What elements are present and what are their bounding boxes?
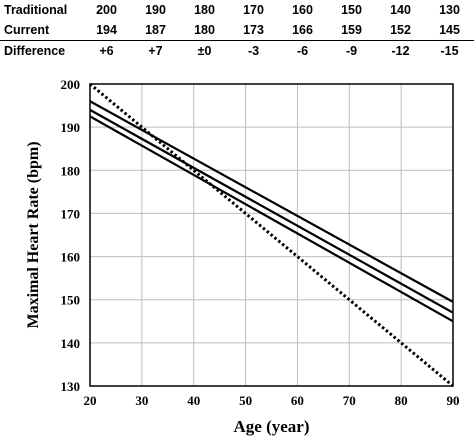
x-tick-label: 30 — [135, 393, 148, 408]
series-lines — [89, 82, 454, 388]
row-label: Traditional — [4, 3, 68, 17]
table-cell: 130 — [439, 3, 460, 17]
x-tick-label: 70 — [343, 393, 356, 408]
table-cell: +7 — [131, 40, 180, 61]
table-cell: 159 — [341, 23, 362, 37]
table-cell: 140 — [390, 3, 411, 17]
table-cell: 180 — [194, 3, 215, 17]
x-tick-label: 50 — [239, 393, 252, 408]
table-cell: 170 — [243, 3, 264, 17]
table-row: Current 194 187 180 173 166 159 152 145 — [0, 20, 474, 41]
x-tick-label: 60 — [291, 393, 304, 408]
table-cell: -6 — [278, 40, 327, 61]
table-row: Traditional 200 190 180 170 160 150 140 130 — [0, 0, 474, 20]
y-tick-label: 130 — [61, 379, 81, 394]
plot-frame — [89, 83, 454, 387]
table-cell: -9 — [327, 40, 376, 61]
x-tick-label: 40 — [187, 393, 200, 408]
table-cell: 150 — [341, 3, 362, 17]
row-label: Difference — [0, 40, 82, 61]
y-tick-label: 200 — [61, 77, 81, 92]
y-tick-label: 190 — [61, 120, 81, 135]
row-label: Current — [4, 23, 50, 37]
current-line — [89, 108, 454, 314]
table-cell: 194 — [96, 23, 117, 37]
traditional-line — [89, 82, 454, 388]
table-cell: ±0 — [180, 40, 229, 61]
y-tick-label: 180 — [61, 163, 81, 178]
table-cell: 180 — [194, 23, 215, 37]
y-tick-label: 160 — [61, 250, 81, 265]
y-tick-label: 150 — [61, 293, 81, 308]
current-line — [89, 115, 454, 323]
x-axis-title: Age (year) — [234, 417, 310, 436]
current-line — [89, 100, 454, 303]
table-cell: 160 — [292, 3, 313, 17]
heart-rate-table: Traditional 200 190 180 170 160 150 140 130 Curre… — [0, 0, 474, 61]
x-tick-label: 90 — [447, 393, 460, 408]
table-cell: 152 — [390, 23, 411, 37]
x-tick-label: 80 — [395, 393, 408, 408]
tick-labels: 20 30 40 50 60 70 80 90 130 140 150 160 170 180 190 200 — [61, 77, 460, 408]
table-cell: 145 — [439, 23, 460, 37]
table-cell: 173 — [243, 23, 264, 37]
table-cell: 190 — [145, 3, 166, 17]
table-cell: -3 — [229, 40, 278, 61]
y-tick-label: 170 — [61, 206, 81, 221]
y-axis-title: Maximal Heart Rate (bpm) — [25, 141, 42, 328]
table-cell: +6 — [82, 40, 131, 61]
table-row: Difference +6 +7 ±0 -3 -6 -9 -12 -15 — [0, 40, 474, 61]
table-cell: 187 — [145, 23, 166, 37]
table-cell: 166 — [292, 23, 313, 37]
x-tick-label: 20 — [84, 393, 97, 408]
table-cell: -12 — [376, 40, 425, 61]
y-tick-label: 140 — [61, 336, 81, 351]
table-cell: -15 — [425, 40, 474, 61]
table-cell: 200 — [96, 3, 117, 17]
